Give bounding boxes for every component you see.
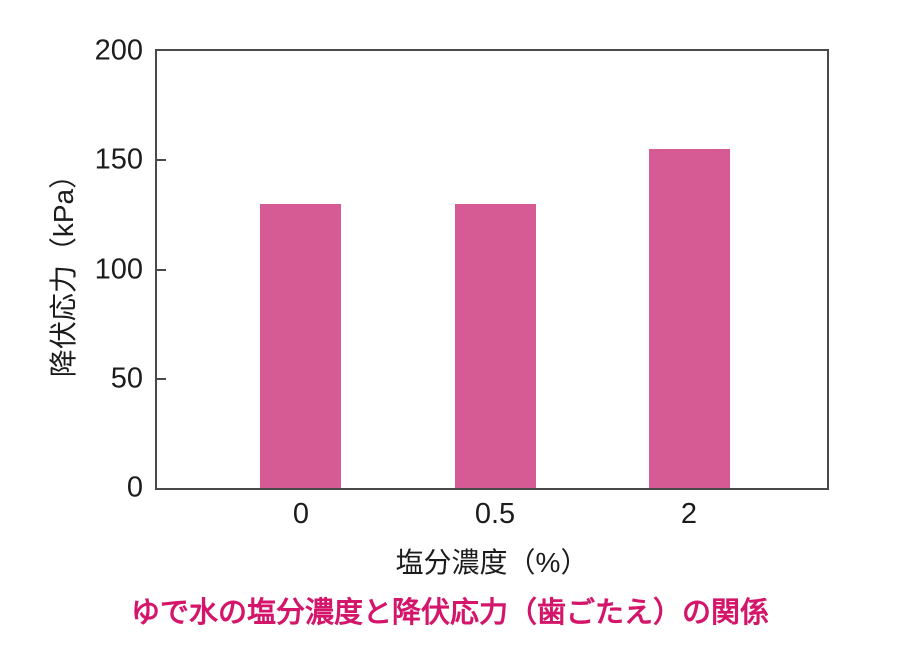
y-tick-label: 50 [110,362,143,395]
y-tick-label: 0 [126,471,143,504]
y-tick-label: 150 [94,143,143,176]
bar-0.5-percent [455,204,536,488]
y-tick-mark [157,378,166,380]
plot-area [155,49,829,490]
y-tick-label: 200 [94,34,143,67]
y-tick-label: 100 [94,253,143,286]
y-tick-mark [157,159,166,161]
x-tick-label: 0.5 [474,498,516,530]
chart-title: ゆで水の塩分濃度と降伏応力（歯ごたえ）の関係 [130,597,769,629]
x-tick-label: 2 [680,498,698,530]
bar-0-percent [260,204,341,488]
x-axis-label: 塩分濃度（%） [395,547,589,578]
y-tick-mark [157,269,166,271]
x-tick-label: 0 [292,498,310,530]
bar-2-percent [649,149,730,488]
